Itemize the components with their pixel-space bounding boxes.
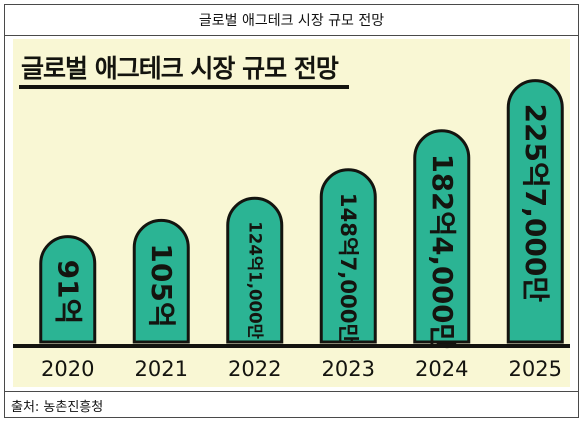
bar-2022 [226, 196, 284, 344]
bar-2023 [319, 168, 377, 344]
value-label-2024: 182억4,000만 [426, 154, 458, 349]
bar-2025 [506, 79, 564, 344]
x-tick-label-2020: 2020 [41, 357, 94, 381]
x-tick-label-2023: 2023 [322, 357, 375, 381]
bar-2021 [132, 218, 190, 344]
x-tick-label-2021: 2021 [135, 357, 188, 381]
value-label-2021: 105억 [145, 243, 178, 327]
x-axis-line [13, 344, 570, 348]
bar-2020 [39, 235, 97, 344]
header-title: 글로벌 애그테크 시장 규모 전망 [5, 5, 578, 36]
value-label-2022: 124억1,000만 [245, 221, 264, 339]
title-underline [19, 85, 349, 89]
x-tick-label-2024: 2024 [415, 357, 468, 381]
value-label-2025: 225억7,000만 [519, 104, 552, 303]
x-tick-label-2025: 2025 [509, 357, 562, 381]
chart-title: 글로벌 애그테크 시장 규모 전망 [21, 54, 339, 83]
value-label-2023: 148억7,000만 [336, 193, 361, 344]
value-label-2020: 91억 [51, 260, 84, 325]
bar-chart: 91억 2020 105억 2021 124억1,000만 2022 148억7,000만 2… [13, 79, 570, 381]
source-caption: 출처: 농촌진흥청 [5, 391, 578, 419]
chart-panel: 글로벌 애그테크 시장 규모 전망 91억 2020 105억 2021 124억1,0… [13, 39, 570, 387]
x-tick-label-2022: 2022 [228, 357, 281, 381]
infographic-frame: 글로벌 애그테크 시장 규모 전망 글로벌 애그테크 시장 규모 전망 91억 2… [4, 4, 579, 418]
bar-2024 [413, 129, 471, 344]
